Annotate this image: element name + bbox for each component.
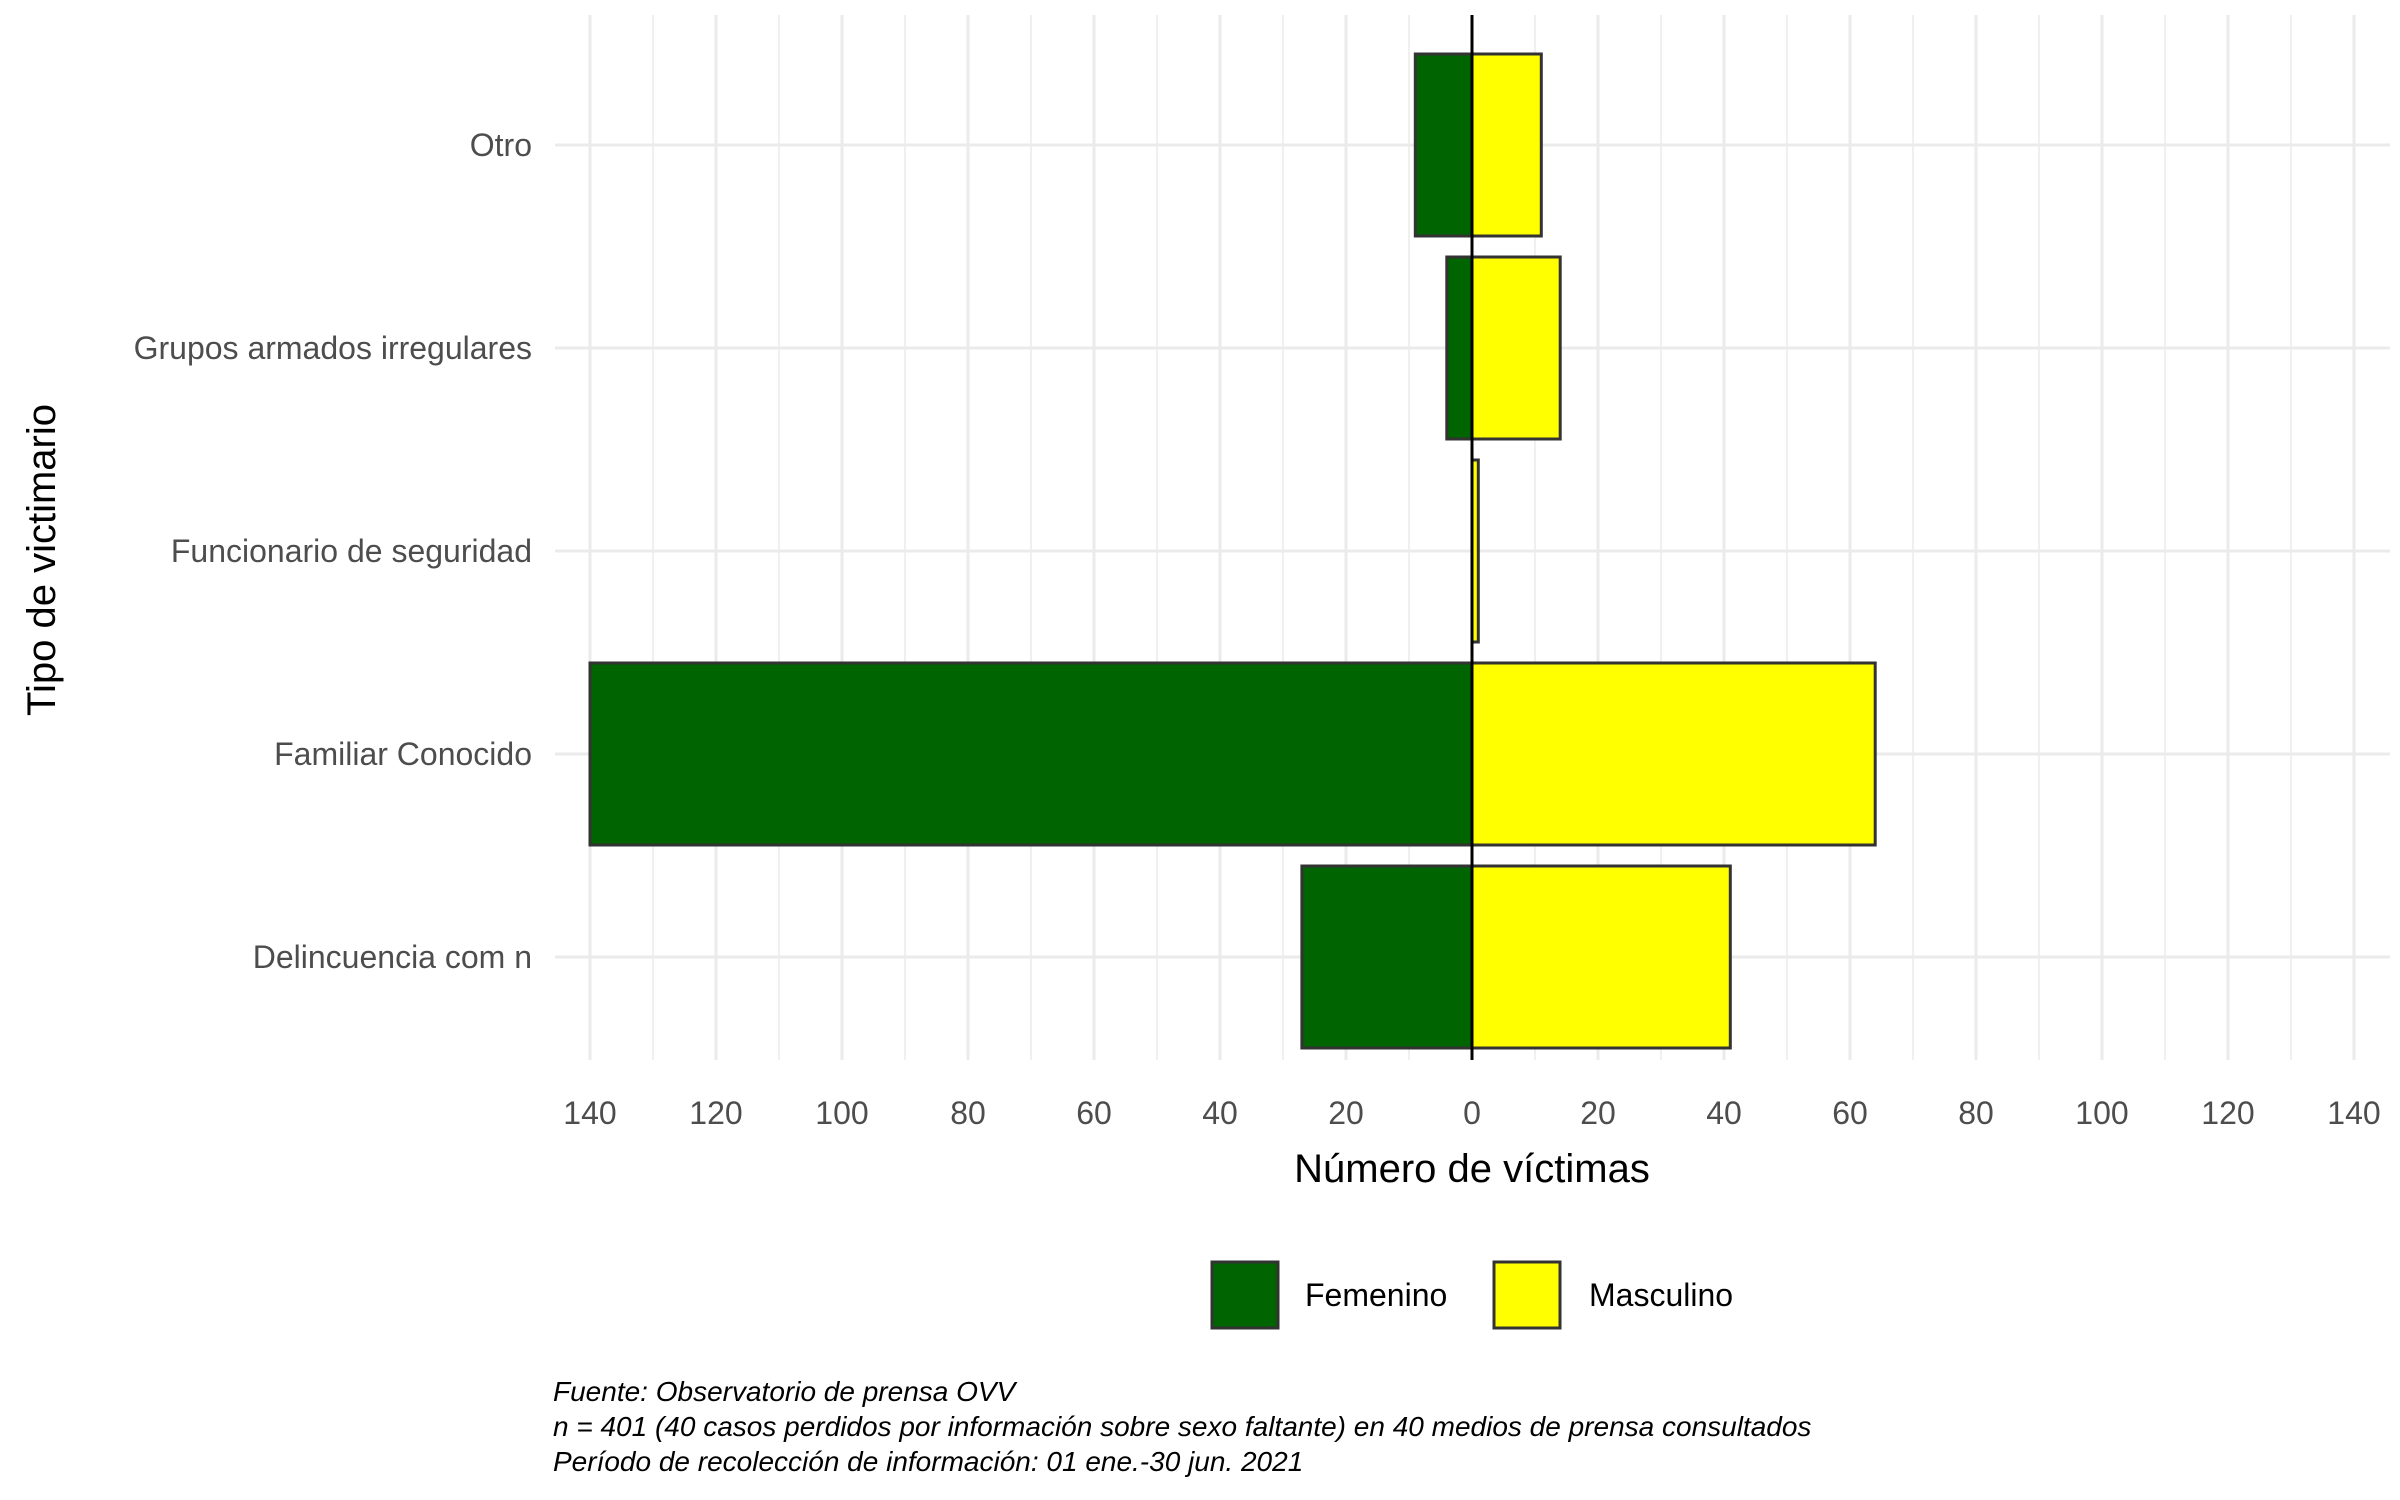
y-axis-title: Tipo de victimario bbox=[20, 404, 64, 716]
bar-femenino bbox=[588, 661, 1474, 847]
y-tick-labels: Otro Grupos armados irregulares Funcionari… bbox=[134, 127, 532, 975]
x-tick-label: 100 bbox=[2075, 1095, 2128, 1131]
y-tick-label: Funcionario de seguridad bbox=[171, 533, 532, 569]
caption-line-3: Período de recolección de información: 0… bbox=[553, 1446, 1303, 1477]
legend: Femenino Masculino bbox=[1210, 1260, 1733, 1330]
legend-swatch-masculino bbox=[1492, 1260, 1562, 1330]
x-tick-labels: 140 120 100 80 60 40 20 0 20 40 60 80 100 120 140 bbox=[563, 1095, 2380, 1131]
bar-femenino bbox=[1300, 864, 1474, 1050]
legend-label-masculino: Masculino bbox=[1589, 1277, 1733, 1313]
x-tick-label: 40 bbox=[1706, 1095, 1742, 1131]
x-tick-label: 120 bbox=[689, 1095, 742, 1131]
x-tick-label: 120 bbox=[2201, 1095, 2254, 1131]
y-tick-label: Familiar Conocido bbox=[274, 736, 532, 772]
x-tick-label: 40 bbox=[1202, 1095, 1238, 1131]
minor-gridlines bbox=[652, 15, 2292, 1060]
y-tick-label: Otro bbox=[470, 127, 532, 163]
legend-label-femenino: Femenino bbox=[1305, 1277, 1447, 1313]
x-tick-label: 80 bbox=[950, 1095, 986, 1131]
x-tick-label: 60 bbox=[1832, 1095, 1868, 1131]
x-tick-label: 0 bbox=[1463, 1095, 1481, 1131]
x-tick-label: 80 bbox=[1958, 1095, 1994, 1131]
bar-femenino bbox=[1445, 255, 1474, 441]
x-tick-label: 60 bbox=[1076, 1095, 1112, 1131]
y-tick-label: Delincuencia com n bbox=[253, 939, 532, 975]
legend-swatch-femenino bbox=[1210, 1260, 1280, 1330]
caption: Fuente: Observatorio de prensa OVV n = 4… bbox=[553, 1376, 1811, 1477]
x-tick-label: 20 bbox=[1328, 1095, 1364, 1131]
x-tick-label: 140 bbox=[563, 1095, 616, 1131]
bar-masculino bbox=[1470, 661, 1877, 847]
x-tick-label: 20 bbox=[1580, 1095, 1616, 1131]
bar-masculino bbox=[1470, 255, 1562, 441]
x-tick-label: 140 bbox=[2327, 1095, 2380, 1131]
bar-masculino bbox=[1470, 52, 1543, 238]
caption-line-2: n = 401 (40 casos perdidos por informaci… bbox=[553, 1411, 1811, 1442]
y-tick-label: Grupos armados irregulares bbox=[134, 330, 532, 366]
caption-line-1: Fuente: Observatorio de prensa OVV bbox=[553, 1376, 1018, 1407]
bar-femenino bbox=[1413, 52, 1474, 238]
x-tick-label: 100 bbox=[815, 1095, 868, 1131]
x-axis-title: Número de víctimas bbox=[1294, 1147, 1650, 1191]
bars bbox=[588, 52, 1877, 1050]
bar-masculino bbox=[1470, 864, 1732, 1050]
